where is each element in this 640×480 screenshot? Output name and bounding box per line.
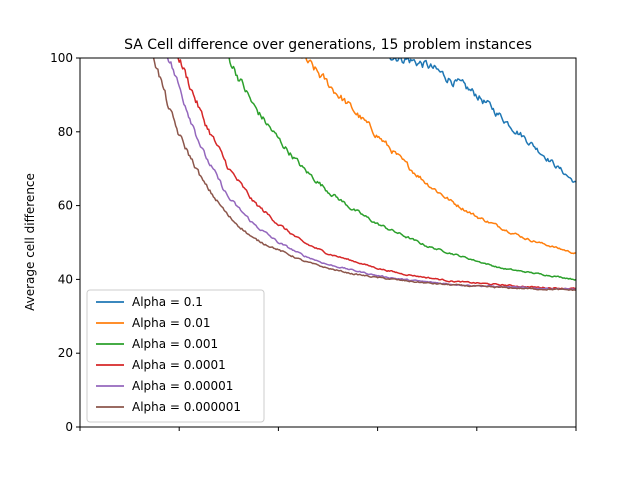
y-tick-label: 100 (50, 51, 73, 65)
legend-entry-label: Alpha = 0.1 (132, 295, 203, 309)
y-axis-ticks: 0 20 40 60 80 100 (50, 51, 80, 434)
y-tick-label: 60 (58, 199, 73, 213)
y-tick-label: 40 (58, 272, 73, 286)
y-axis-label: Average cell difference (23, 173, 37, 311)
legend-entry-label: Alpha = 0.000001 (132, 400, 241, 414)
legend-entry-label: Alpha = 0.00001 (132, 379, 233, 393)
y-tick-label: 20 (58, 346, 73, 360)
legend: Alpha = 0.1 Alpha = 0.01 Alpha = 0.001 Alph… (86, 289, 265, 423)
series-line-4 (166, 58, 576, 291)
series-line-0 (389, 58, 576, 183)
series-line-1 (301, 58, 576, 255)
y-tick-label: 0 (65, 420, 73, 434)
legend-entry-label: Alpha = 0.01 (132, 316, 211, 330)
series-line-5 (152, 58, 576, 292)
plot-area-frame (79, 57, 577, 428)
legend-box (86, 289, 265, 423)
chart-title: SA Cell difference over generations, 15 … (124, 37, 532, 53)
y-tick-label: 80 (58, 125, 73, 139)
legend-entry-label: Alpha = 0.0001 (132, 358, 226, 372)
series-line-3 (177, 58, 576, 290)
legend-entry-label: Alpha = 0.001 (132, 337, 218, 351)
series-line-2 (228, 58, 576, 281)
series-layer (152, 58, 576, 292)
x-axis-ticks (79, 427, 577, 431)
